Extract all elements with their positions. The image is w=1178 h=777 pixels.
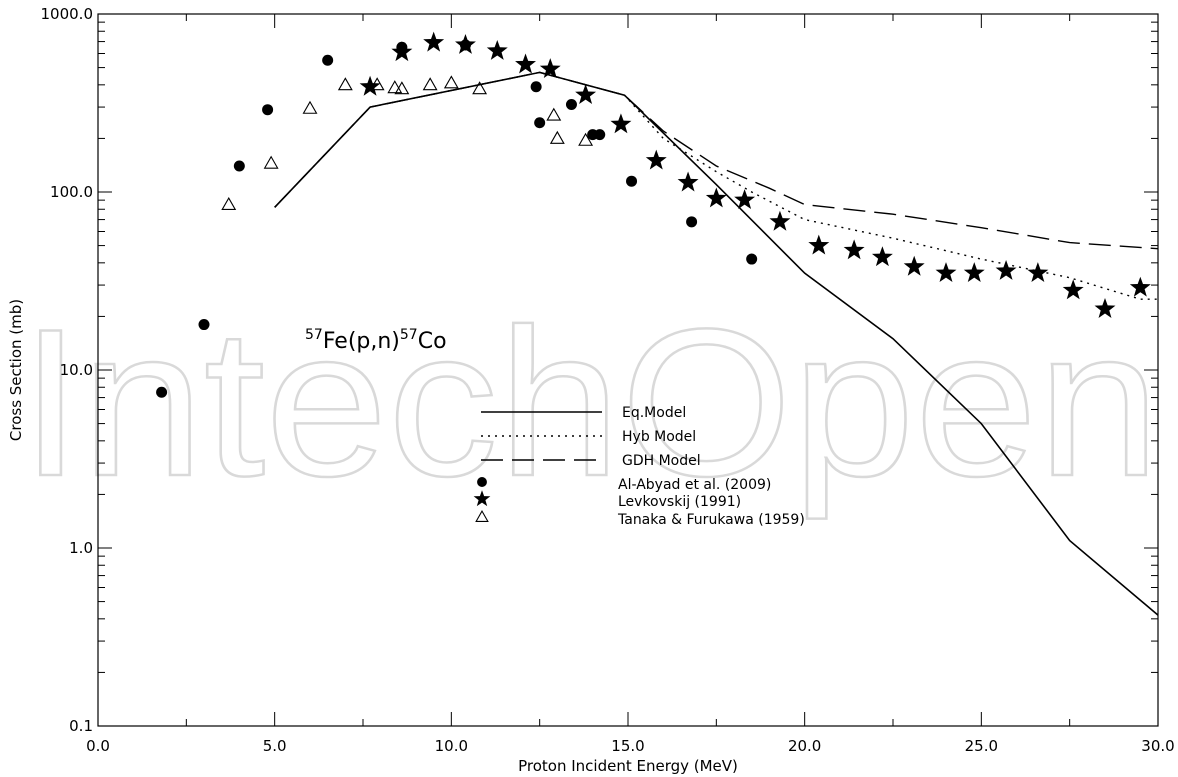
data-point-triangle: [422, 77, 438, 91]
data-point-triangle: [443, 75, 459, 89]
data-point-circle: [686, 216, 698, 228]
data-point-triangle: [263, 155, 279, 169]
data-point-star: [575, 84, 597, 105]
data-point-star: [734, 189, 756, 210]
data-point-circle: [156, 386, 168, 398]
data-point-star: [1129, 276, 1151, 297]
legend-marker-triangle: [475, 510, 489, 522]
data-point-triangle: [546, 107, 562, 121]
data-point-circle: [233, 160, 245, 172]
data-point-triangle: [578, 132, 594, 146]
legend-label: Tanaka & Furukawa (1959): [617, 512, 805, 528]
data-point-star: [455, 33, 476, 54]
data-point-star: [486, 39, 508, 60]
data-point-star: [1027, 262, 1049, 283]
data-point-star: [808, 234, 830, 255]
data-point-star: [903, 255, 925, 276]
y-tick-label: 1000.0: [41, 5, 94, 23]
data-point-star: [963, 262, 985, 283]
data-point-star: [1094, 298, 1116, 318]
x-tick-label: 5.0: [263, 737, 287, 755]
data-point-circle: [594, 129, 606, 141]
x-tick-label: 20.0: [788, 737, 821, 755]
data-point-circle: [534, 117, 546, 129]
data-point-circle: [322, 54, 334, 66]
data-point-triangle: [472, 81, 488, 95]
legend: Eq.Model Hyb Model GDH Model Al-Abyad et al…: [473, 405, 805, 528]
y-tick-label: 0.1: [69, 717, 93, 735]
y-tick-label: 1.0: [69, 539, 93, 557]
x-tick-label: 0.0: [86, 737, 110, 755]
data-point-star: [423, 31, 445, 52]
data-point-star: [1062, 279, 1084, 300]
watermark-text: IntechOpen: [20, 285, 1160, 520]
data-point-circle: [746, 253, 758, 265]
x-axis-label: Proton Incident Energy (MeV): [518, 757, 738, 775]
data-point-star: [515, 53, 536, 74]
data-markers: [156, 31, 1151, 398]
x-tick-labels: 0.0 5.0 10.0 15.0 20.0 25.0 30.0: [86, 737, 1175, 755]
y-tick-label: 100.0: [50, 183, 93, 201]
x-tick-label: 10.0: [435, 737, 468, 755]
data-point-circle: [262, 104, 274, 116]
data-point-star: [677, 171, 699, 192]
y-tick-label: 10.0: [60, 361, 93, 379]
x-tick-label: 25.0: [965, 737, 998, 755]
data-point-triangle: [394, 81, 410, 95]
data-point-star: [871, 246, 893, 267]
data-point-star: [935, 262, 957, 283]
legend-label: Hyb Model: [622, 429, 696, 445]
reaction-sup-2: 57: [400, 327, 418, 343]
reaction-sup-1: 57: [305, 327, 323, 343]
x-tick-label: 15.0: [611, 737, 644, 755]
legend-label: Al-Abyad et al. (2009): [618, 477, 771, 493]
legend-label: Eq.Model: [622, 405, 686, 421]
data-point-circle: [626, 175, 638, 187]
data-point-circle: [565, 99, 577, 111]
data-point-circle: [530, 81, 542, 93]
legend-marker-circle: [477, 477, 487, 487]
data-point-star: [995, 259, 1017, 280]
data-point-star: [539, 58, 561, 79]
data-point-triangle: [387, 80, 403, 94]
axis-ticks: [97, 13, 1159, 727]
reaction-base-2: Co: [418, 329, 447, 354]
data-point-circle: [198, 319, 210, 331]
series-line-dashed: [274, 71, 1159, 250]
data-point-star: [391, 41, 413, 62]
data-point-star: [843, 239, 865, 260]
data-point-triangle: [302, 100, 318, 114]
data-point-star: [769, 210, 791, 231]
data-point-star: [645, 149, 667, 170]
data-point-triangle: [369, 77, 385, 91]
data-point-triangle: [221, 196, 237, 210]
data-point-triangle: [337, 77, 353, 91]
y-tick-labels: 0.1 1.0 10.0 100.0 1000.0: [41, 5, 94, 735]
data-point-triangle: [549, 130, 565, 144]
reaction-base-1: Fe(p,n): [323, 329, 400, 354]
legend-marker-star: [473, 490, 491, 507]
data-point-star: [610, 113, 632, 134]
legend-label: Levkovskij (1991): [618, 494, 741, 510]
legend-label: GDH Model: [622, 453, 701, 469]
reaction-annotation: 57Fe(p,n)57Co: [305, 327, 447, 354]
data-point-star: [705, 187, 727, 208]
x-tick-label: 30.0: [1141, 737, 1174, 755]
series-line-dotted: [274, 71, 1158, 300]
data-point-star: [359, 75, 381, 96]
model-curves: [274, 71, 1159, 616]
y-axis-label: Cross Section (mb): [7, 299, 25, 441]
